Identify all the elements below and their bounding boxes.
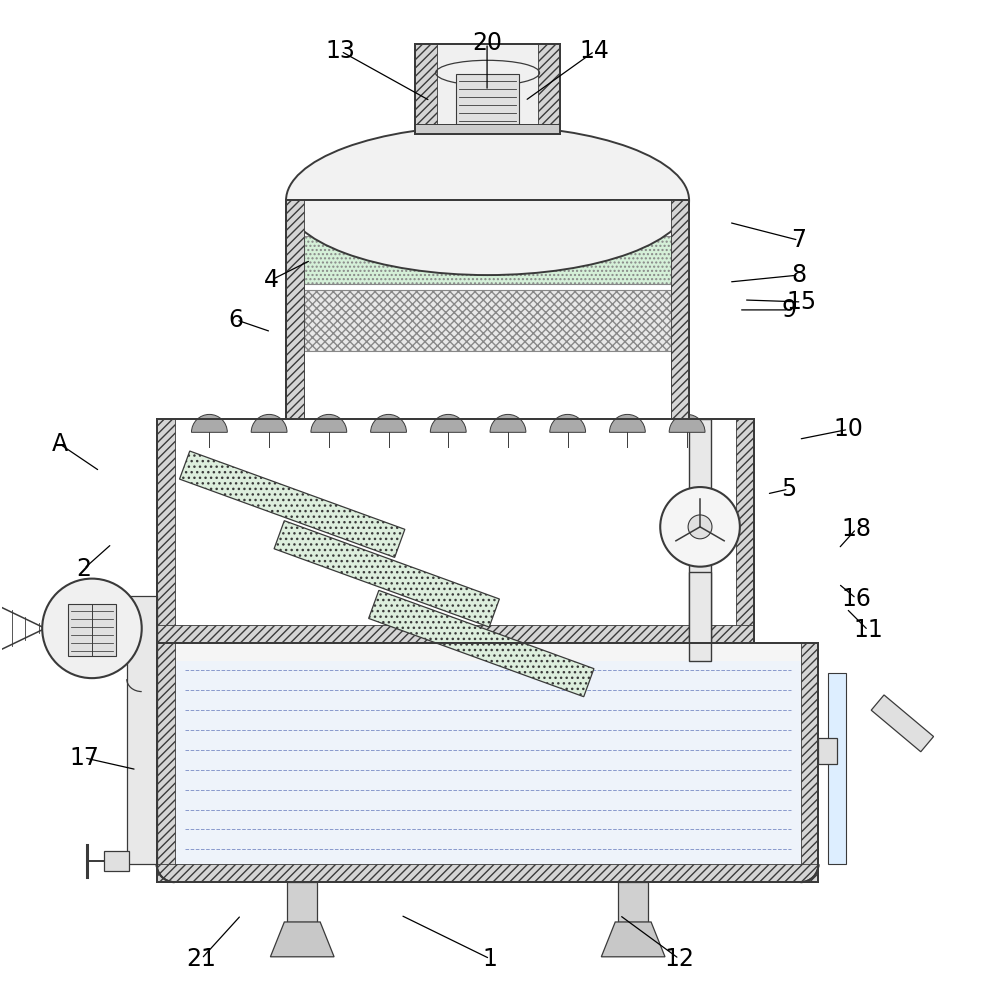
Wedge shape (191, 414, 227, 432)
Bar (689, 572, 711, 662)
Bar (286, 201, 689, 219)
Text: 2: 2 (76, 557, 91, 581)
Text: 5: 5 (781, 477, 796, 501)
Bar (304, 236, 671, 283)
Polygon shape (871, 695, 934, 751)
Ellipse shape (286, 126, 689, 275)
Wedge shape (311, 414, 347, 432)
Text: 13: 13 (326, 39, 356, 63)
Text: 7: 7 (791, 229, 806, 252)
Wedge shape (371, 414, 406, 432)
Polygon shape (274, 521, 499, 627)
Text: 4: 4 (264, 268, 279, 292)
Wedge shape (550, 414, 586, 432)
Text: 18: 18 (841, 517, 871, 541)
Text: A: A (52, 432, 68, 456)
Text: 11: 11 (853, 619, 883, 643)
Circle shape (660, 487, 740, 567)
Text: 9: 9 (781, 298, 796, 322)
Bar (286, 201, 689, 419)
Bar (157, 864, 818, 882)
Bar (828, 674, 846, 864)
Bar (157, 419, 175, 644)
Text: 21: 21 (186, 947, 216, 971)
Bar (304, 289, 671, 351)
Bar (689, 419, 711, 644)
Text: 15: 15 (786, 290, 817, 314)
Bar (286, 201, 304, 419)
Text: 20: 20 (472, 31, 502, 55)
Polygon shape (180, 451, 405, 558)
Bar (157, 626, 754, 644)
Polygon shape (369, 591, 594, 697)
Text: 10: 10 (833, 417, 863, 441)
Bar (175, 662, 801, 864)
Wedge shape (251, 414, 287, 432)
Bar (157, 644, 818, 882)
Bar (157, 644, 818, 882)
Text: 8: 8 (791, 263, 806, 287)
Bar (801, 644, 818, 882)
Bar (286, 201, 304, 419)
Wedge shape (609, 414, 645, 432)
Bar (72, 616, 130, 642)
Bar (157, 644, 175, 882)
Wedge shape (430, 414, 466, 432)
Polygon shape (601, 922, 665, 957)
Text: 6: 6 (229, 307, 244, 332)
Bar (157, 419, 754, 644)
Polygon shape (270, 922, 334, 957)
Bar (287, 882, 317, 922)
Bar (415, 44, 560, 134)
Bar (618, 882, 648, 922)
Ellipse shape (322, 148, 653, 252)
Bar (671, 201, 689, 419)
Circle shape (42, 579, 142, 678)
Bar (104, 851, 129, 871)
Bar (538, 44, 560, 134)
Wedge shape (490, 414, 526, 432)
Bar (415, 124, 560, 134)
Bar (157, 419, 754, 644)
Bar (456, 74, 519, 126)
Bar (415, 44, 437, 134)
Text: 16: 16 (841, 587, 871, 611)
Bar (157, 644, 818, 882)
Circle shape (688, 515, 712, 539)
Bar (127, 596, 157, 864)
Bar (736, 419, 754, 644)
Wedge shape (669, 414, 705, 432)
Text: 1: 1 (483, 947, 497, 971)
Bar (671, 201, 689, 419)
Bar (68, 605, 116, 657)
Bar (415, 44, 560, 134)
Bar (286, 201, 689, 419)
Text: 17: 17 (69, 746, 99, 769)
Bar (818, 738, 837, 763)
Text: 12: 12 (664, 947, 694, 971)
Text: 14: 14 (580, 39, 609, 63)
